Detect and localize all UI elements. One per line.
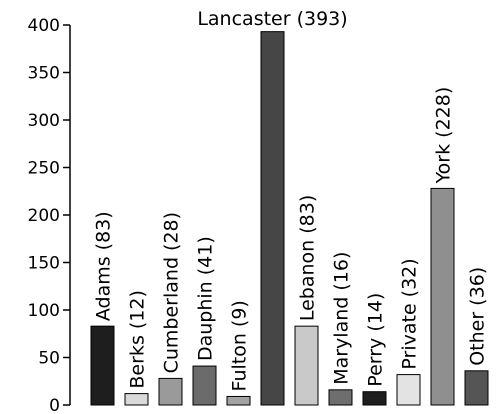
- bar-label-other: Other (36): [467, 267, 489, 366]
- y-tick-label: 150: [28, 254, 60, 274]
- bar-label-lancaster: Lancaster (393): [197, 8, 347, 30]
- bar-label-perry: Perry (14): [365, 293, 387, 387]
- y-tick-label: 0: [49, 396, 60, 414]
- y-tick-label: 50: [38, 349, 60, 369]
- bar-label-lebanon: Lebanon (83): [297, 195, 319, 321]
- bar-perry: [362, 391, 387, 406]
- bar-maryland: [328, 389, 353, 406]
- y-tick-label: 400: [28, 16, 60, 36]
- y-axis: 0 50 100 150 200 250 300 350 400: [28, 16, 71, 414]
- bars: [90, 31, 489, 406]
- y-tick-label: 350: [28, 64, 60, 84]
- bar-labels: Adams (83) Berks (12) Cumberland (28) Dauph…: [93, 8, 489, 391]
- bar-label-fulton: Fulton (9): [229, 300, 251, 391]
- y-tick-label: 100: [28, 301, 60, 321]
- bar-label-york: York (228): [433, 87, 455, 185]
- bar-private: [396, 374, 421, 406]
- bar-label-adams: Adams (83): [93, 211, 115, 321]
- bar-label-dauphin: Dauphin (41): [195, 236, 217, 361]
- y-tick-label: 300: [28, 111, 60, 131]
- bar-lancaster: [260, 31, 285, 406]
- bar-berks: [124, 393, 149, 406]
- bar-other: [464, 370, 489, 406]
- bar-fulton: [226, 395, 251, 406]
- y-tick-label: 200: [28, 206, 60, 226]
- bar-adams: [90, 325, 115, 406]
- bar-cumberland: [158, 377, 183, 406]
- bar-label-cumberland: Cumberland (28): [161, 212, 183, 373]
- bar-label-private: Private (32): [399, 258, 421, 369]
- bar-label-berks: Berks (12): [127, 290, 149, 388]
- bar-label-maryland: Maryland (16): [331, 252, 353, 385]
- y-tick-label: 250: [28, 159, 60, 179]
- bar-york: [430, 187, 455, 406]
- bar-lebanon: [294, 325, 319, 406]
- bar-dauphin: [192, 365, 217, 406]
